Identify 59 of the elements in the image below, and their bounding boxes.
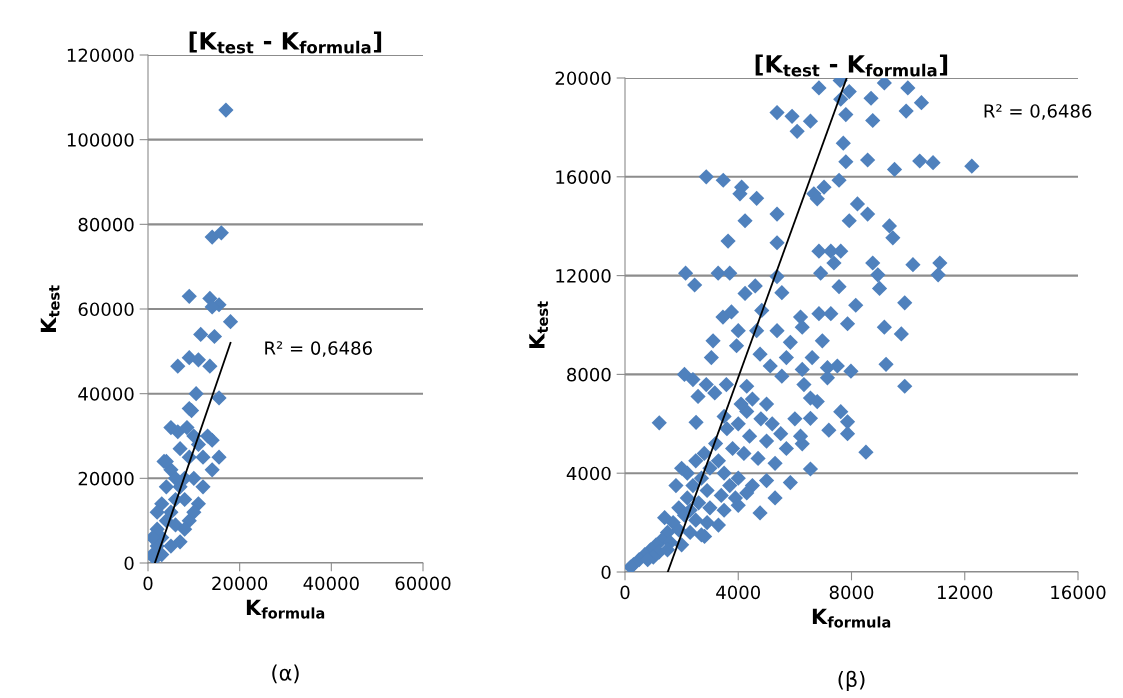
y-tick-label: 8000 <box>567 367 611 382</box>
y-tick-label: 16000 <box>556 170 611 184</box>
x-tick-label: 40000 <box>303 576 359 591</box>
x-tick-label: 0 <box>620 585 630 600</box>
x-tick-label: 12000 <box>938 585 993 600</box>
point <box>211 449 227 465</box>
point <box>163 538 179 554</box>
point <box>193 326 209 343</box>
x-tick-label: 0 <box>143 576 153 591</box>
chart-title: [K$_{test}$ - K$_{formula}$] <box>755 54 948 77</box>
point <box>179 419 195 436</box>
annotation: R² = 0,6486 <box>265 341 372 357</box>
x-axis-title: K$_{formula}$ <box>812 608 891 628</box>
point <box>206 328 223 345</box>
text: (α) <box>272 664 299 684</box>
y-tick-label: 40000 <box>78 387 134 401</box>
y-tick-label: 0 <box>601 565 611 580</box>
x-tick-label: 8000 <box>829 585 874 600</box>
x-axis-title: K$_{formula}$ <box>246 599 325 619</box>
point <box>202 358 218 374</box>
y-axis-title: K$_{test}$ <box>529 301 549 348</box>
annotation: R² = 0,6486 <box>984 104 1092 120</box>
point <box>204 229 220 245</box>
text: (β) <box>838 670 865 692</box>
y-tick-label: 20000 <box>555 71 611 86</box>
point <box>149 504 165 520</box>
y-tick-label: 80000 <box>78 217 134 232</box>
chart-title: [K$_{test}$ - K$_{formula}$] <box>189 31 382 54</box>
point <box>170 358 186 374</box>
x-tick-label: 4000 <box>716 585 761 600</box>
point <box>211 390 227 406</box>
point <box>177 521 193 537</box>
y-tick-label: 4000 <box>566 466 611 481</box>
point <box>199 428 216 444</box>
y-axis-title: K$_{test}$ <box>40 285 60 332</box>
point <box>167 517 184 533</box>
point <box>186 504 202 520</box>
x-tick-label: 20000 <box>212 576 268 591</box>
y-tick-label: 12000 <box>556 269 611 283</box>
point <box>204 462 220 478</box>
point <box>218 102 234 118</box>
x-tick-label: 60000 <box>395 576 451 591</box>
point <box>195 479 211 495</box>
point <box>170 424 186 440</box>
point <box>195 449 211 465</box>
point <box>154 496 170 512</box>
point <box>222 314 239 330</box>
point <box>172 441 188 457</box>
point <box>213 225 229 241</box>
y-tick-label: 20000 <box>78 471 134 486</box>
point <box>181 288 197 304</box>
point <box>188 386 204 402</box>
x-tick-label: 16000 <box>1051 585 1106 600</box>
y-tick-label: 120000 <box>67 48 134 63</box>
y-tick-label: 100000 <box>67 133 134 147</box>
y-tick-label: 0 <box>124 556 134 571</box>
point <box>158 479 174 495</box>
point <box>190 352 207 368</box>
y-tick-label: 60000 <box>78 302 134 317</box>
